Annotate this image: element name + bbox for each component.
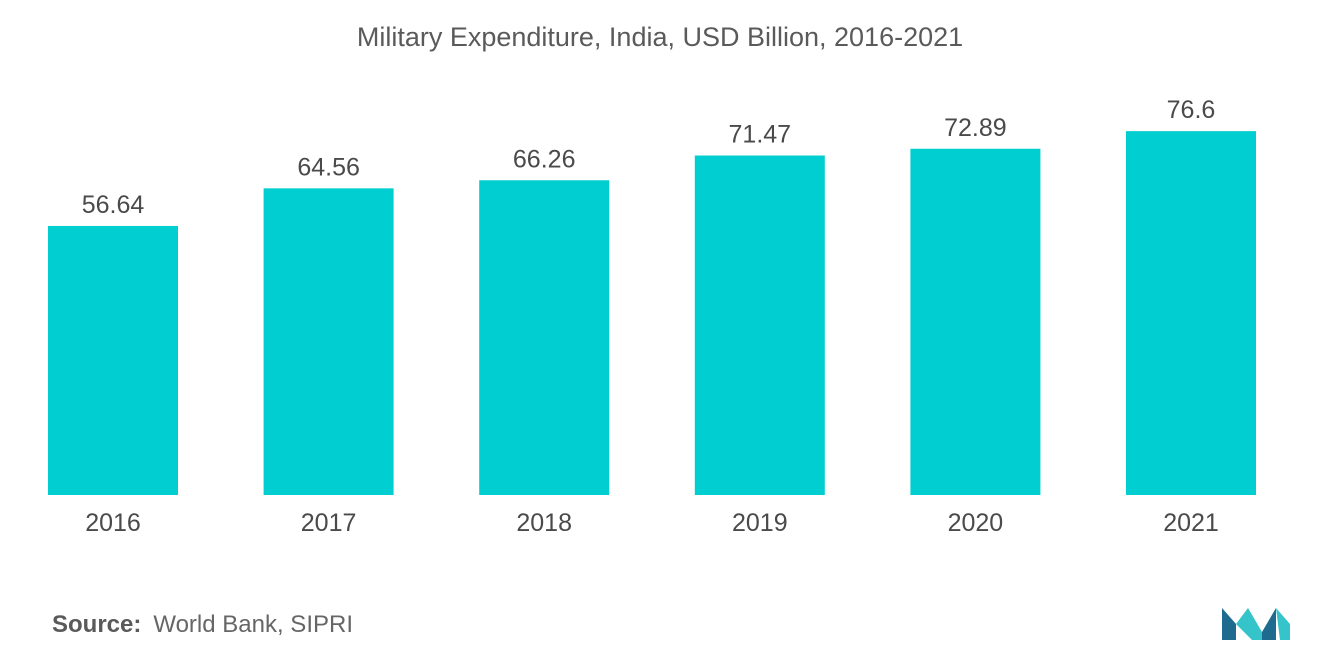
x-tick-label-2017: 2017 bbox=[301, 509, 357, 537]
data-label-2018: 66.26 bbox=[513, 145, 576, 173]
logo-right-shape bbox=[1262, 608, 1276, 640]
brand-logo-icon bbox=[1222, 608, 1290, 640]
data-label-2020: 72.89 bbox=[944, 114, 1007, 142]
logo-left-shape bbox=[1222, 608, 1236, 640]
data-label-2017: 64.56 bbox=[297, 153, 360, 181]
x-tick-label-2020: 2020 bbox=[948, 509, 1004, 537]
bar-2016 bbox=[48, 225, 178, 495]
bar-2018 bbox=[479, 180, 610, 495]
chart-title: Military Expenditure, India, USD Billion… bbox=[356, 22, 964, 52]
bar-2017 bbox=[263, 188, 394, 495]
source-note: Source: World Bank, SIPRI bbox=[52, 611, 353, 639]
data-label-2021: 76.6 bbox=[1167, 96, 1216, 124]
bar-2020 bbox=[910, 148, 1041, 495]
x-tick-label-2019: 2019 bbox=[732, 509, 788, 537]
data-label-2019: 71.47 bbox=[729, 121, 792, 149]
x-tick-label-2016: 2016 bbox=[85, 509, 141, 537]
logo-tail-shape bbox=[1276, 608, 1290, 640]
bar-2019 bbox=[694, 155, 825, 495]
logo-mid-shape bbox=[1236, 608, 1262, 640]
source-text: World Bank, SIPRI bbox=[153, 611, 353, 638]
data-label-2016: 56.64 bbox=[82, 191, 145, 219]
bar-2021 bbox=[1126, 131, 1256, 495]
bar-chart: 56.64 2016 64.56 2017 66.26 2018 71.47 2019 72.8… bbox=[48, 96, 1256, 537]
x-tick-label-2021: 2021 bbox=[1163, 509, 1219, 537]
x-tick-label-2018: 2018 bbox=[516, 509, 572, 537]
source-label: Source: bbox=[52, 611, 142, 638]
